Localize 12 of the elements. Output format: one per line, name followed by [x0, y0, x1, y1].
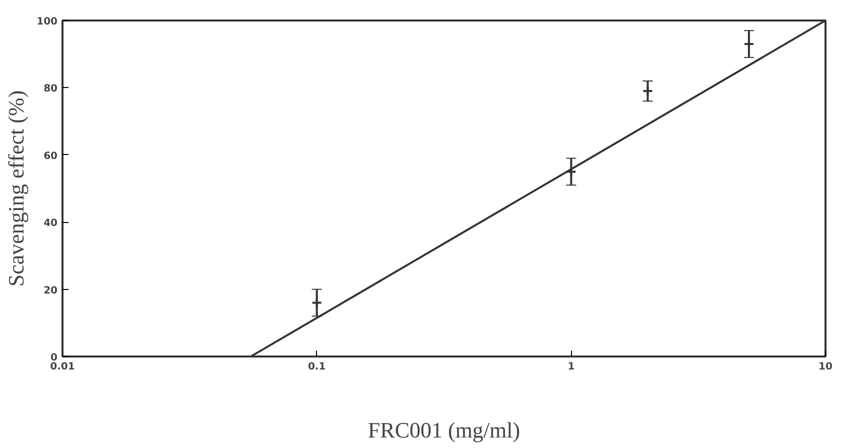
x-tick-label: 0.01 — [50, 362, 75, 372]
y-axis-title: Scavenging effect (%) — [4, 90, 29, 287]
x-tick-label: 10 — [818, 362, 832, 372]
y-tick-label: 100 — [36, 16, 58, 28]
y-tick-label: 40 — [44, 218, 58, 230]
x-axis-title: FRC001 (mg/ml) — [368, 418, 520, 442]
y-tick-label: 60 — [44, 150, 58, 162]
y-tick-label: 0 — [50, 352, 58, 364]
x-tick-label: 1 — [568, 362, 575, 372]
x-tick-label: 0.1 — [308, 362, 326, 372]
y-tick-label: 20 — [44, 285, 58, 296]
y-tick-label: 80 — [44, 84, 58, 95]
